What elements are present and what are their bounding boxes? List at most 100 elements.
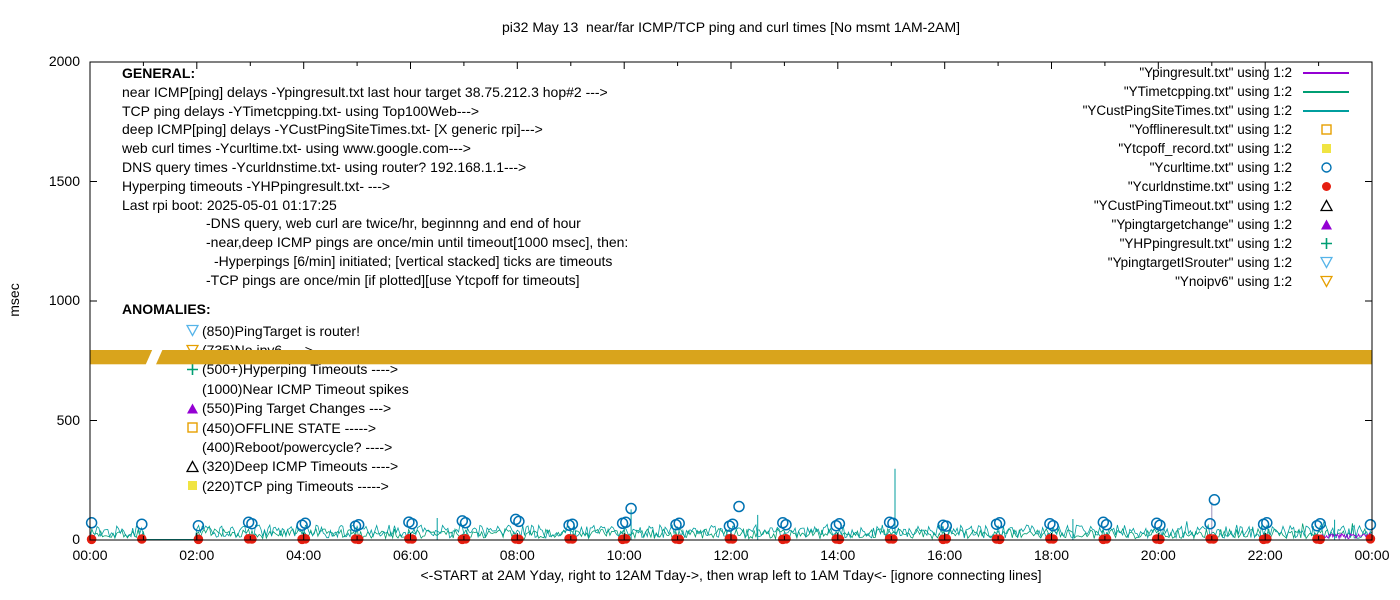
x-tick-label: 16:00	[927, 547, 963, 563]
dns-point	[460, 534, 471, 544]
open-circle-icon	[1298, 161, 1354, 174]
dns-point	[1208, 534, 1219, 544]
curl-point	[993, 517, 1006, 529]
curl-point	[299, 517, 312, 530]
curl-point	[1208, 494, 1221, 506]
dns-point	[1365, 534, 1376, 544]
plus-icon	[1298, 237, 1354, 250]
dns-point	[1101, 534, 1112, 544]
line-sample-icon	[1303, 90, 1349, 93]
y-tick-label: 1500	[48, 172, 80, 189]
legend-item-label: "Ytcpoff_record.txt" using 1:2	[1118, 141, 1292, 156]
curl-point	[566, 518, 579, 530]
general-line: -near,deep ICMP pings are once/min until…	[206, 234, 629, 251]
offline-band	[90, 350, 1372, 365]
x-tick-label: 20:00	[1140, 547, 1176, 563]
filled-triangle-icon	[1298, 218, 1354, 231]
legend-item: "Ypingresult.txt" using 1:2	[1083, 63, 1354, 82]
curl-point	[833, 517, 846, 530]
open-down-triangle-icon	[186, 324, 202, 338]
x-tick-label: 04:00	[286, 547, 322, 563]
dns-point	[1262, 534, 1272, 544]
dns-point	[86, 534, 97, 545]
curl-point	[1047, 519, 1059, 532]
anomaly-annotations: ANOMALIES: (850)PingTarget is router!(73…	[122, 301, 409, 496]
dns-point	[1315, 534, 1325, 545]
curl-point	[85, 517, 98, 529]
open-square-icon	[1298, 123, 1354, 136]
chart-title: pi32 May 13 near/far ICMP/TCP ping and c…	[501, 19, 960, 35]
general-annotations: GENERAL: near ICMP[ping] delays -Ypingre…	[122, 64, 628, 290]
curl-point	[406, 517, 418, 530]
legend-item-label: "Ycurltime.txt" using 1:2	[1149, 160, 1292, 175]
dns-point	[300, 534, 311, 544]
general-line: Hyperping timeouts -YHPpingresult.txt- -…	[122, 177, 391, 194]
x-tick-label: 00:00	[72, 547, 108, 563]
anomaly-text: (450)OFFLINE STATE ----->	[202, 419, 377, 436]
curl-point	[620, 516, 632, 529]
general-line: -Hyperpings [6/min] initiated; [vertical…	[214, 252, 613, 269]
legend-item: "YTimetcpping.txt" using 1:2	[1083, 82, 1354, 101]
dns-point	[727, 534, 738, 544]
legend-item: "Ytcpoff_record.txt" using 1:2	[1083, 139, 1354, 158]
anomaly-text: (550)Ping Target Changes --->	[202, 400, 392, 417]
anomaly-text: (1000)Near ICMP Timeout spikes	[202, 380, 409, 397]
x-tick-label: 08:00	[499, 547, 535, 563]
curl-point	[192, 519, 205, 532]
general-line: -TCP pings are once/min [if plotted][use…	[206, 271, 580, 288]
curl-point	[726, 518, 739, 530]
dns-point	[888, 534, 898, 544]
x-tick-label: 10:00	[606, 547, 642, 563]
legend-line-sample	[1298, 71, 1354, 74]
curl-point	[459, 517, 472, 529]
trace-Ypingresult.txt	[1318, 532, 1373, 541]
dns-point	[137, 534, 147, 544]
x-tick-label: 22:00	[1247, 547, 1283, 563]
anomaly-text: (500+)Hyperping Timeouts ---->	[202, 361, 399, 378]
curl-point	[246, 517, 258, 530]
legend-item-label: "Ypingtargetchange" using 1:2	[1111, 217, 1292, 232]
dns-point	[567, 534, 578, 544]
legend-item: "Ycurltime.txt" using 1:2	[1083, 158, 1354, 177]
plus-icon	[186, 363, 202, 376]
anomaly-item: (400)Reboot/powercycle? ---->	[122, 437, 409, 456]
legend-item: "Yofflineresult.txt" using 1:2	[1083, 120, 1354, 139]
legend-item: "YpingtargetISrouter" using 1:2	[1083, 253, 1354, 272]
y-tick-label: 0	[72, 531, 80, 547]
general-line: -DNS query, web curl are twice/hr, begin…	[206, 215, 581, 232]
curl-point	[136, 518, 148, 530]
anomaly-item: (220)TCP ping Timeouts ----->	[122, 476, 409, 495]
anomaly-item: (500+)Hyperping Timeouts ---->	[122, 360, 409, 379]
x-tick-label: 14:00	[820, 547, 856, 563]
open-down-triangle-icon	[1298, 256, 1354, 269]
curl-point	[513, 515, 525, 528]
anomaly-text: (320)Deep ICMP Timeouts ---->	[202, 458, 399, 475]
x-tick-label: 06:00	[392, 547, 429, 563]
line-sample-icon	[1303, 109, 1349, 112]
dns-point	[994, 534, 1005, 545]
anomaly-item: (320)Deep ICMP Timeouts ---->	[122, 457, 409, 476]
anomaly-item: (850)PingTarget is router!	[122, 321, 409, 340]
x-axis-label: <-START at 2AM Yday, right to 12AM Tday-…	[420, 567, 1042, 583]
legend-item: "Ycurldnstime.txt" using 1:2	[1083, 177, 1354, 196]
dns-point	[621, 534, 631, 544]
y-tick-label: 1000	[48, 292, 80, 308]
curl-point	[887, 517, 899, 530]
x-tick-label: 18:00	[1033, 547, 1070, 563]
legend: "Ypingresult.txt" using 1:2 "YTimetcpping…	[1083, 63, 1354, 291]
legend-item: "Ypingtargetchange" using 1:2	[1083, 215, 1354, 234]
general-line: near ICMP[ping] delays -Ypingresult.txt …	[122, 83, 608, 100]
anomaly-text: (850)PingTarget is router!	[202, 322, 360, 339]
legend-item-label: "YCustPingSiteTimes.txt" using 1:2	[1082, 103, 1292, 118]
general-line: web curl times -Ycurltime.txt- using www…	[122, 140, 471, 157]
open-down-triangle-icon	[1298, 275, 1354, 288]
legend-item: "Ynoipv6" using 1:2	[1083, 272, 1354, 291]
dns-point	[781, 534, 791, 544]
legend-item-label: "YHPpingresult.txt" using 1:2	[1119, 236, 1292, 251]
dns-point	[353, 534, 364, 545]
legend-item-label: "YpingtargetISrouter" using 1:2	[1107, 255, 1292, 270]
anomaly-text: (220)TCP ping Timeouts ----->	[202, 477, 389, 494]
curl-point	[1100, 518, 1113, 531]
open-triangle-icon	[1298, 199, 1354, 212]
